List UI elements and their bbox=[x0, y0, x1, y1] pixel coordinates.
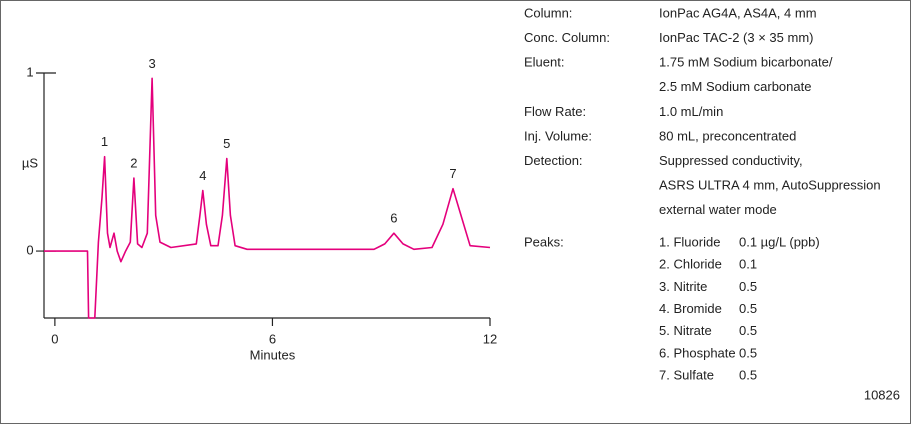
trace bbox=[44, 77, 491, 319]
peaks-label: Peaks: bbox=[524, 234, 564, 249]
x-axis-label: Minutes bbox=[250, 347, 296, 362]
peak-conc: 0.5 bbox=[739, 301, 757, 316]
condition-label: Conc. Column: bbox=[524, 30, 610, 45]
peak-label: 1 bbox=[101, 134, 108, 149]
x-tick-label: 0 bbox=[51, 331, 58, 346]
peak-conc: 0.5 bbox=[739, 279, 757, 294]
condition-label: Column: bbox=[524, 5, 572, 20]
x-tick-label: 6 bbox=[269, 331, 276, 346]
peak-label: 6 bbox=[390, 211, 397, 226]
condition-label: Inj. Volume: bbox=[524, 128, 592, 143]
peak-name: 5. Nitrate bbox=[659, 323, 712, 338]
condition-value: 1.75 mM Sodium bicarbonate/ bbox=[659, 55, 833, 70]
peak-name: 1. Fluoride bbox=[659, 234, 720, 249]
peak-conc: 0.5 bbox=[739, 368, 757, 383]
condition-value: IonPac AG4A, AS4A, 4 mm bbox=[659, 5, 817, 20]
peak-label: 4 bbox=[199, 168, 206, 183]
condition-value: IonPac TAC-2 (3 × 35 mm) bbox=[659, 30, 814, 45]
peak-name: 4. Bromide bbox=[659, 301, 722, 316]
peak-conc: 0.1 µg/L (ppb) bbox=[739, 234, 820, 249]
condition-label: Eluent: bbox=[524, 55, 564, 70]
figure-id: 10826 bbox=[864, 387, 900, 402]
condition-value: 2.5 mM Sodium carbonate bbox=[659, 79, 811, 94]
y-axis-label: µS bbox=[22, 155, 38, 170]
peak-name: 7. Sulfate bbox=[659, 368, 714, 383]
condition-label: Flow Rate: bbox=[524, 104, 586, 119]
condition-label: Detection: bbox=[524, 153, 583, 168]
peak-label: 5 bbox=[223, 136, 230, 151]
peak-name: 2. Chloride bbox=[659, 257, 722, 272]
x-tick-label: 12 bbox=[483, 331, 497, 346]
peak-conc: 0.1 bbox=[739, 257, 757, 272]
peak-conc: 0.5 bbox=[739, 323, 757, 338]
peak-name: 3. Nitrite bbox=[659, 279, 707, 294]
condition-value: Suppressed conductivity, bbox=[659, 153, 803, 168]
condition-value: 80 mL, preconcentrated bbox=[659, 128, 796, 143]
y-tick-label: 1 bbox=[26, 64, 33, 79]
condition-value: external water mode bbox=[659, 202, 777, 217]
peak-label: 7 bbox=[449, 166, 456, 181]
condition-value: ASRS ULTRA 4 mm, AutoSuppression bbox=[659, 178, 881, 193]
peak-label: 3 bbox=[148, 56, 155, 71]
peak-conc: 0.5 bbox=[739, 345, 757, 360]
condition-value: 1.0 mL/min bbox=[659, 104, 723, 119]
peak-label: 2 bbox=[130, 155, 137, 170]
peak-name: 6. Phosphate bbox=[659, 345, 736, 360]
y-tick-label: 0 bbox=[26, 242, 33, 257]
